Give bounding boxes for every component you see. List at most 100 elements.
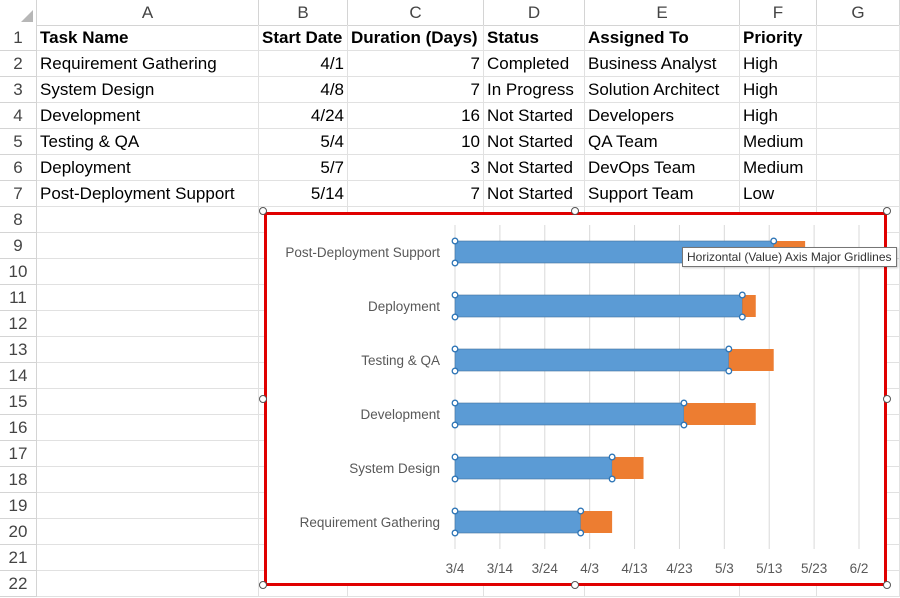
row-header-13[interactable]: 13 [0,337,37,363]
cell[interactable] [817,103,900,129]
series-selection-handle[interactable] [578,508,584,514]
column-header-d[interactable]: D [484,0,585,25]
duration-bar[interactable] [742,295,755,317]
data-cell[interactable]: System Design [37,77,259,103]
duration-bar[interactable] [684,403,756,425]
series-selection-handle[interactable] [578,530,584,536]
series-selection-handle[interactable] [452,454,458,460]
column-header-c[interactable]: C [348,0,484,25]
data-cell[interactable]: 5/14 [259,181,348,207]
data-cell[interactable]: QA Team [585,129,740,155]
row-header-20[interactable]: 20 [0,519,37,545]
cell[interactable] [37,571,259,597]
data-cell[interactable]: 10 [348,129,484,155]
select-all-corner[interactable] [0,0,37,25]
data-cell[interactable]: Not Started [484,155,585,181]
column-header-a[interactable]: A [37,0,259,25]
gantt-chart[interactable]: 3/4 3/14 3/24 4/3 4/13 4/23 5/3 5/13 5/23 6/2 Requ… [264,212,887,586]
column-header-b[interactable]: B [259,0,348,25]
row-header-7[interactable]: 7 [0,181,37,207]
series-selection-handle[interactable] [452,422,458,428]
series-selection-handle[interactable] [452,530,458,536]
cell[interactable] [37,467,259,493]
series-selection-handle[interactable] [452,238,458,244]
resize-handle-top-right[interactable] [883,207,891,215]
cell[interactable] [817,129,900,155]
row-header-12[interactable]: 12 [0,311,37,337]
resize-handle-top-left[interactable] [259,207,267,215]
resize-handle-top-middle[interactable] [571,207,579,215]
cell[interactable] [37,415,259,441]
cell[interactable] [37,519,259,545]
data-cell[interactable]: Post-Deployment Support [37,181,259,207]
cell[interactable] [37,441,259,467]
row-header-19[interactable]: 19 [0,493,37,519]
row-header-16[interactable]: 16 [0,415,37,441]
data-cell[interactable]: 4/24 [259,103,348,129]
series-selection-handle[interactable] [452,476,458,482]
data-cell[interactable]: Medium [740,155,817,181]
data-cell[interactable]: Developers [585,103,740,129]
cell[interactable] [37,233,259,259]
data-cell[interactable]: Not Started [484,129,585,155]
row-header-11[interactable]: 11 [0,285,37,311]
chart-plot[interactable]: 3/4 3/14 3/24 4/3 4/13 4/23 5/3 5/13 5/23 6/2 Requ… [267,215,884,583]
cell[interactable] [37,337,259,363]
data-cell[interactable]: 7 [348,51,484,77]
row-header-10[interactable]: 10 [0,259,37,285]
header-cell[interactable]: Task Name [37,25,259,51]
series-selection-handle[interactable] [739,292,745,298]
data-cell[interactable]: High [740,103,817,129]
row-header-22[interactable]: 22 [0,571,37,597]
row-header-2[interactable]: 2 [0,51,37,77]
start-date-bar[interactable] [455,403,684,425]
cell[interactable] [817,181,900,207]
header-cell[interactable]: Duration (Days) [348,25,484,51]
row-header-8[interactable]: 8 [0,207,37,233]
data-cell[interactable]: 4/1 [259,51,348,77]
data-cell[interactable]: Low [740,181,817,207]
data-cell[interactable]: 3 [348,155,484,181]
header-cell[interactable]: Start Date [259,25,348,51]
data-cell[interactable]: 5/7 [259,155,348,181]
series-selection-handle[interactable] [726,368,732,374]
series-selection-handle[interactable] [452,346,458,352]
data-cell[interactable]: Deployment [37,155,259,181]
cell[interactable] [37,285,259,311]
row-header-9[interactable]: 9 [0,233,37,259]
cell[interactable] [37,311,259,337]
data-cell[interactable]: Completed [484,51,585,77]
header-cell[interactable]: Status [484,25,585,51]
cell[interactable] [37,493,259,519]
cell[interactable] [817,25,900,51]
data-cell[interactable]: 5/4 [259,129,348,155]
start-date-bar[interactable] [455,295,742,317]
series-selection-handle[interactable] [452,292,458,298]
header-cell[interactable]: Assigned To [585,25,740,51]
row-header-15[interactable]: 15 [0,389,37,415]
resize-handle-bottom-right[interactable] [883,581,891,589]
data-cell[interactable]: In Progress [484,77,585,103]
data-cell[interactable]: Development [37,103,259,129]
data-cell[interactable]: High [740,77,817,103]
duration-bar[interactable] [581,511,612,533]
data-cell[interactable]: Support Team [585,181,740,207]
duration-bar[interactable] [612,457,643,479]
row-header-6[interactable]: 6 [0,155,37,181]
data-cell[interactable]: Requirement Gathering [37,51,259,77]
data-cell[interactable]: 16 [348,103,484,129]
duration-bar[interactable] [729,349,774,371]
column-header-g[interactable]: G [817,0,900,25]
series-selection-handle[interactable] [739,314,745,320]
cell[interactable] [817,51,900,77]
data-cell[interactable]: Business Analyst [585,51,740,77]
resize-handle-bottom-middle[interactable] [571,581,579,589]
cell[interactable] [37,389,259,415]
column-header-e[interactable]: E [585,0,740,25]
cell[interactable] [817,77,900,103]
cell[interactable] [37,259,259,285]
data-cell[interactable]: DevOps Team [585,155,740,181]
data-cell[interactable]: Not Started [484,103,585,129]
row-header-5[interactable]: 5 [0,129,37,155]
series-selection-handle[interactable] [452,314,458,320]
